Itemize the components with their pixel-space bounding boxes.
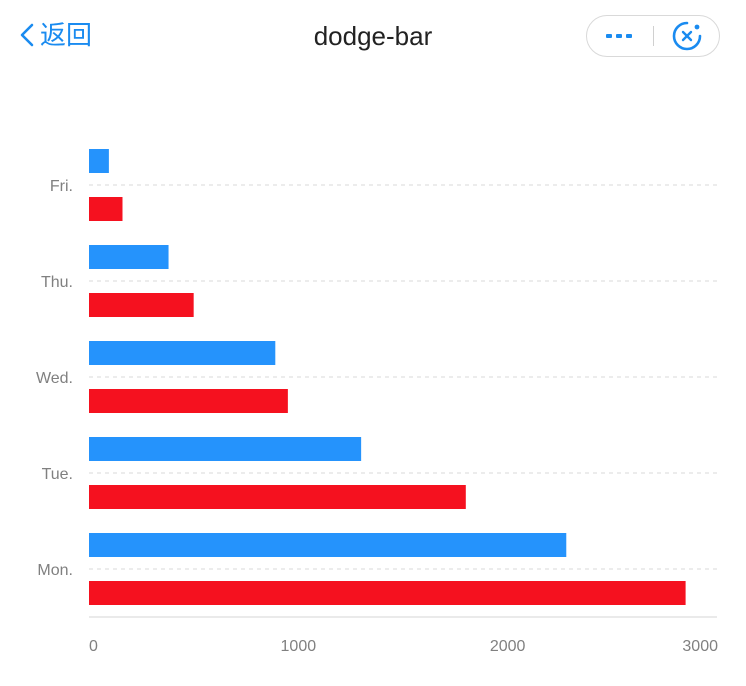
bar-blue-4 (89, 149, 109, 173)
close-button[interactable] (654, 16, 720, 55)
bar-red-4 (89, 197, 123, 221)
more-button[interactable] (587, 16, 653, 55)
bar-red-3 (89, 293, 194, 317)
y-tick-label: Wed. (36, 370, 73, 387)
chevron-left-icon (20, 23, 34, 47)
grid-layer (89, 184, 717, 570)
back-button[interactable]: 返回 (18, 18, 92, 52)
bar-blue-0 (89, 533, 567, 557)
navigation-bar: 返回 dodge-bar (0, 0, 746, 76)
back-label: 返回 (40, 20, 93, 50)
x-tick-label: 0 (89, 638, 98, 655)
bar-blue-3 (89, 245, 169, 269)
bar-layer (89, 149, 686, 605)
x-tick-label: 2000 (490, 638, 526, 655)
x-tick-label: 1000 (281, 638, 317, 655)
x-tick-label: 3000 (682, 638, 718, 655)
menu-capsule (586, 15, 720, 57)
bar-red-2 (89, 389, 288, 413)
capsule-divider (653, 26, 654, 46)
more-dots-icon (606, 33, 632, 38)
target-close-icon (672, 21, 702, 50)
bar-blue-2 (89, 341, 276, 365)
bar-red-0 (89, 581, 686, 605)
bar-blue-1 (89, 437, 362, 461)
y-axis-labels: Mon. Tue. Wed. Thu. Fri. (36, 178, 73, 579)
page-title: dodge-bar (313, 21, 433, 51)
y-tick-label: Fri. (50, 178, 73, 195)
bar-red-1 (89, 485, 466, 509)
x-axis-labels: 0 1000 2000 3000 (89, 638, 718, 655)
y-tick-label: Thu. (41, 274, 73, 291)
y-tick-label: Mon. (37, 562, 73, 579)
y-tick-label: Tue. (42, 466, 73, 483)
